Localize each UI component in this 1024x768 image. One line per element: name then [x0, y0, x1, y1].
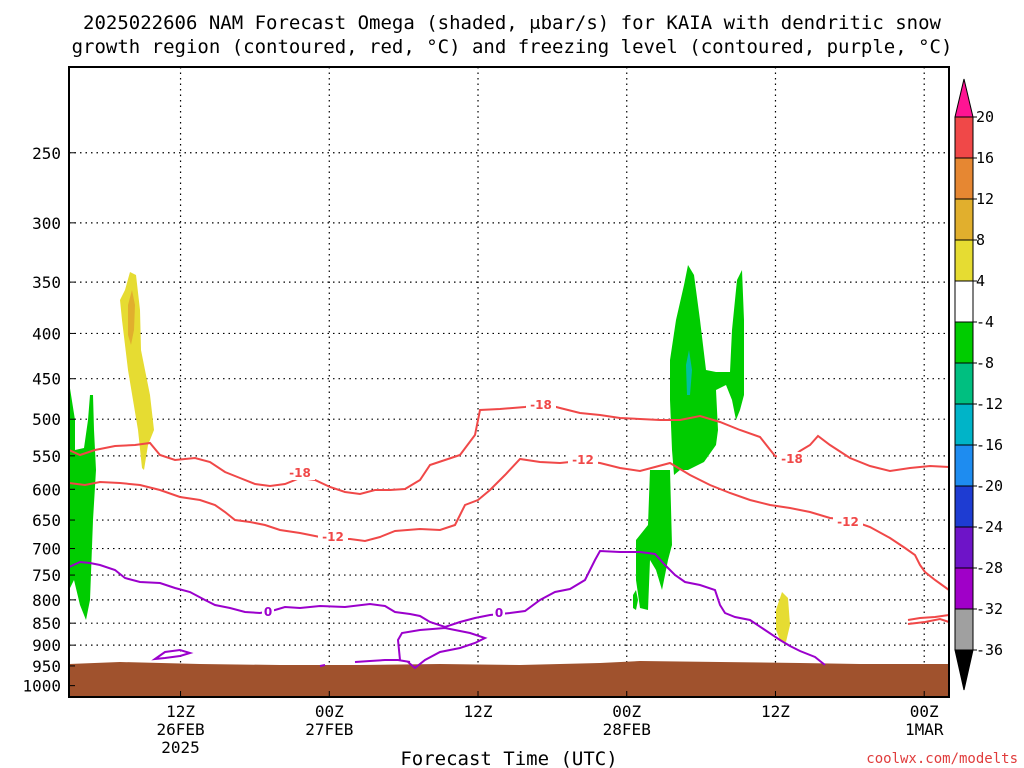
x-tick-label: 2025 — [161, 738, 200, 757]
colorbar-segment — [954, 198, 974, 241]
colorbar-label: -24 — [976, 518, 1003, 536]
x-tick-label: 12Z — [166, 702, 195, 721]
contour-zero-small — [151, 648, 194, 661]
x-tick-label: 26FEB — [156, 720, 204, 739]
contour-zero-bottom — [354, 659, 411, 663]
x-tick-label: 1MAR — [905, 720, 944, 739]
colorbar-segment — [954, 116, 974, 159]
colorbar-label: 20 — [976, 108, 994, 126]
colorbar-segment — [954, 362, 974, 405]
y-tick-label: 1000 — [22, 677, 61, 696]
y-tick-label: 650 — [32, 511, 61, 530]
omega-shading — [69, 265, 790, 642]
contour-label-minus12-a: -12 — [322, 530, 344, 544]
colorbar-segment — [954, 526, 974, 569]
dgz-contour-labels: -18 -12 -18 -12 -18 -12 — [285, 398, 863, 544]
colorbar-label: 12 — [976, 190, 994, 208]
colorbar-segment — [954, 280, 974, 323]
contour-zero-main — [68, 549, 826, 666]
x-tick-label: 00Z — [910, 702, 939, 721]
plot-frame — [68, 66, 950, 698]
y-tick-label: 400 — [32, 324, 61, 343]
colorbar-segment — [954, 567, 974, 610]
plot-area — [69, 67, 949, 697]
colorbar-segment — [954, 239, 974, 282]
x-axis-label: Forecast Time (UTC) — [400, 748, 617, 768]
freezing-level-contours — [68, 549, 826, 670]
credit-text: coolwx.com/modelts — [866, 751, 1018, 767]
colorbar-label: -28 — [976, 559, 1003, 577]
omega-green-28feb-plume — [670, 265, 744, 475]
colorbar-segment — [954, 485, 974, 528]
y-tick-label: 800 — [32, 591, 61, 610]
chart-title-line-2: growth region (contoured, red, °C) and f… — [72, 36, 953, 58]
y-tick-label: 900 — [32, 636, 61, 655]
colorbar-segment — [954, 444, 974, 487]
y-tick-label: 600 — [32, 480, 61, 499]
x-tick-label: 00Z — [612, 702, 641, 721]
colorbar-lower-arrow — [954, 649, 974, 691]
contour-label-minus12-b: -12 — [572, 453, 594, 467]
colorbar: 20 16 12 8 4 -4 -8 -12 -16 -20 -24 -28 -32 -36 — [954, 78, 1003, 691]
omega-green-left-bottom — [69, 490, 90, 580]
freezing-contour-labels: 0 0 — [262, 605, 505, 620]
contour-minus12-tail2 — [907, 617, 950, 625]
contour-minus12-tail — [907, 614, 950, 621]
omega-orange-26feb — [128, 290, 135, 345]
colorbar-label: 8 — [976, 231, 985, 249]
colorbar-segment — [954, 321, 974, 364]
contour-zero-loop — [396, 626, 488, 670]
y-tick-label: 300 — [32, 214, 61, 233]
contour-label-zero-b: 0 — [495, 606, 503, 620]
colorbar-label: -12 — [976, 395, 1003, 413]
terrain-fill — [69, 661, 949, 697]
y-tick-label: 450 — [32, 370, 61, 389]
colorbar-label: -32 — [976, 600, 1003, 618]
x-tick-label: 12Z — [464, 702, 493, 721]
grid-lines — [69, 67, 949, 697]
colorbar-label: 16 — [976, 149, 994, 167]
contour-minus18 — [68, 402, 950, 496]
contour-label-minus12-c: -12 — [837, 515, 859, 529]
y-tick-label: 250 — [32, 144, 61, 163]
x-tick-label: 27FEB — [305, 720, 353, 739]
contour-label-minus18-b: -18 — [530, 398, 552, 412]
colorbar-segment — [954, 403, 974, 446]
colorbar-segment — [954, 157, 974, 200]
x-tick-label: 28FEB — [603, 720, 651, 739]
y-tick-label: 700 — [32, 540, 61, 559]
x-tick-label: 00Z — [315, 702, 344, 721]
colorbar-label: -8 — [976, 354, 994, 372]
omega-yellow-1mar — [776, 592, 790, 642]
y-tick-label: 950 — [32, 657, 61, 676]
y-tick-label: 850 — [32, 614, 61, 633]
y-tick-label: 550 — [32, 447, 61, 466]
omega-teal-28feb — [686, 350, 692, 395]
colorbar-label: 4 — [976, 272, 985, 290]
contour-label-zero-a: 0 — [264, 605, 272, 619]
omega-green-dot — [633, 590, 638, 610]
contour-zero-dot — [319, 664, 326, 667]
colorbar-label: -20 — [976, 477, 1003, 495]
x-tick-label: 12Z — [761, 702, 790, 721]
chart-title-line-1: 2025022606 NAM Forecast Omega (shaded, μ… — [83, 12, 941, 34]
y-tick-label: 350 — [32, 273, 61, 292]
colorbar-label: -36 — [976, 641, 1003, 659]
omega-green-28feb-a — [636, 470, 672, 610]
y-tick-label: 500 — [32, 410, 61, 429]
y-axis: 250 300 350 400 450 500 550 600 650 700 750 800 850 9… — [22, 144, 75, 696]
colorbar-label: -16 — [976, 436, 1003, 454]
y-tick-label: 750 — [32, 566, 61, 585]
colorbar-label: -4 — [976, 313, 994, 331]
colorbar-segment — [954, 608, 974, 651]
contour-label-minus18-a: -18 — [289, 466, 311, 480]
contour-label-minus18-c: -18 — [781, 452, 803, 466]
